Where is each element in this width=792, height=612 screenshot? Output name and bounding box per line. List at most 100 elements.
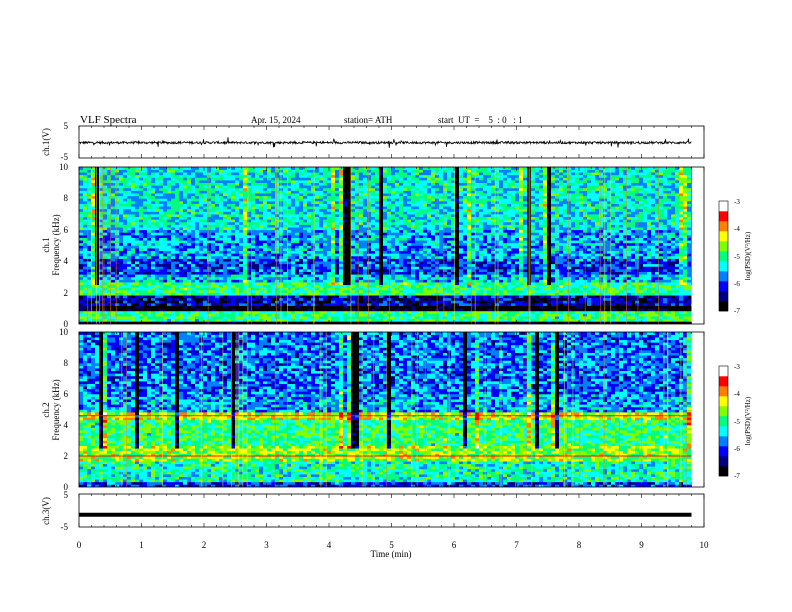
ch1-spec-cell — [155, 172, 160, 176]
ch1-spec-cell — [203, 248, 208, 252]
ch1-spec-cell — [247, 172, 252, 176]
ch1-spec-cell — [291, 263, 296, 267]
ch1-spec-cell — [131, 321, 136, 324]
ch1-spec-cell — [175, 190, 180, 194]
ch1-spec-cell — [231, 266, 236, 270]
ch1-spec-cell — [239, 300, 244, 304]
ch1-spec-cell — [283, 284, 288, 288]
ch1-spec-cell — [339, 316, 344, 320]
ch1-spec-cell — [315, 305, 320, 309]
ch1-spec-cell — [243, 255, 248, 259]
ch1-spec-cell — [219, 180, 224, 183]
ch1-spec-cell — [223, 245, 228, 249]
ch1-spec-cell — [331, 190, 336, 194]
ch1-spec-cell — [143, 167, 148, 170]
ch1-spec-cell — [263, 276, 268, 280]
ch1-spec-cell — [303, 206, 308, 210]
ch1-spec-cell — [163, 229, 168, 233]
ch1-spec-cell — [323, 227, 328, 231]
ch1-spec-cell — [239, 193, 244, 197]
ch1-spec-cell — [111, 167, 116, 170]
ch1-spec-cell — [343, 237, 348, 241]
ch1-spec-cell — [191, 308, 196, 312]
ch1-spec-cell — [235, 305, 240, 309]
ch1-spec-cell — [167, 287, 172, 291]
ch1-spec-cell — [295, 172, 300, 176]
ch1-spec-cell — [127, 292, 132, 296]
ch1-spec-cell — [287, 167, 292, 170]
ch1-spec-cell — [335, 216, 340, 220]
ch1-spec-cell — [375, 232, 380, 236]
ch1-spec-cell — [351, 206, 356, 210]
ch1-spec-cell — [215, 185, 220, 189]
ch1-spec-cell — [231, 174, 236, 178]
ch1-spec-cell — [307, 177, 312, 181]
ch1-spec-cell — [183, 289, 188, 293]
ch1-spec-cell — [211, 242, 216, 246]
ch1-spec-cell — [159, 284, 164, 288]
ch1-spec-cell — [183, 211, 188, 215]
ch1-spec-cell — [171, 269, 176, 272]
ch1-spec-cell — [111, 274, 116, 278]
ch1-spec-cell — [315, 308, 320, 312]
ch1-spec-cell — [151, 182, 156, 186]
ch1-spec-cell — [123, 250, 128, 254]
ch1-spec-cell — [147, 219, 152, 223]
ch1-spec-cell — [107, 253, 112, 257]
ch1-spec-cell — [215, 295, 220, 299]
ch1-spec-cell — [207, 201, 212, 204]
ch1-spec-cell — [183, 203, 188, 207]
ch1-spec-cell — [191, 303, 196, 306]
ch1-spec-cell — [163, 214, 168, 218]
ch1-spec-cell — [351, 321, 356, 324]
ch1-spec-cell — [227, 203, 232, 207]
ch1-spec-cell — [195, 195, 200, 199]
ch1-spec-cell — [307, 203, 312, 207]
ch1-spec-cell — [179, 316, 184, 320]
ch1-spec-cell — [199, 310, 204, 314]
ch1-spec-cell — [255, 224, 260, 228]
ch1-spec-cell — [259, 292, 264, 296]
ch1-spec-cell — [227, 250, 232, 254]
ch1-spec-cell — [199, 321, 204, 324]
ch1-spec-cell — [303, 174, 308, 178]
ch1-spec-cell — [239, 258, 244, 262]
ch1-spec-cell — [303, 310, 308, 314]
ch1-spec-cell — [227, 177, 232, 181]
ch1-spec-cell — [151, 198, 156, 202]
ch1-spec-cell — [263, 248, 268, 252]
ch1-spec-cell — [351, 177, 356, 181]
ch1-spec-cell — [251, 284, 256, 288]
ch1-spec-cell — [147, 185, 152, 189]
ch1-spec-cell — [103, 208, 108, 212]
ch1-spec-cell — [183, 185, 188, 189]
ch1-spec-cell — [239, 229, 244, 233]
ch1-spec-cell — [359, 219, 364, 223]
ch1-spec-cell — [391, 187, 396, 191]
ch1-spec-cell — [199, 229, 204, 233]
ch1-spec-cell — [87, 242, 92, 246]
ch1-spec-cell — [131, 180, 136, 183]
ch1-spec-cell — [187, 232, 192, 236]
ch1-spec-cell — [135, 227, 140, 231]
ch1-spec-cell — [123, 177, 128, 181]
ch1-spec-cell — [275, 266, 280, 270]
ch1-spec-cell — [247, 313, 252, 317]
ch1-spec-cell — [383, 300, 388, 304]
ch1-spec-cell — [251, 255, 256, 259]
ch1-spec-cell — [363, 182, 368, 186]
ch1-spec-cell — [375, 219, 380, 223]
ch1-spec-cell — [295, 261, 300, 265]
ch1-spec-cell — [139, 206, 144, 210]
ch1-spec-cell — [235, 271, 240, 275]
ch1-spec-cell — [167, 316, 172, 320]
ch1-spec-cell — [275, 172, 280, 176]
ch1-spec-cell — [103, 250, 108, 254]
ch1-spec-cell — [339, 250, 344, 254]
ch1-spec-cell — [287, 261, 292, 265]
ch1-spec-cell — [191, 305, 196, 309]
ch1-spec-cell — [255, 206, 260, 210]
ch1-spec-cell — [259, 193, 264, 197]
ch1-spec-cell — [219, 242, 224, 246]
ch1-spec-cell — [267, 193, 272, 197]
